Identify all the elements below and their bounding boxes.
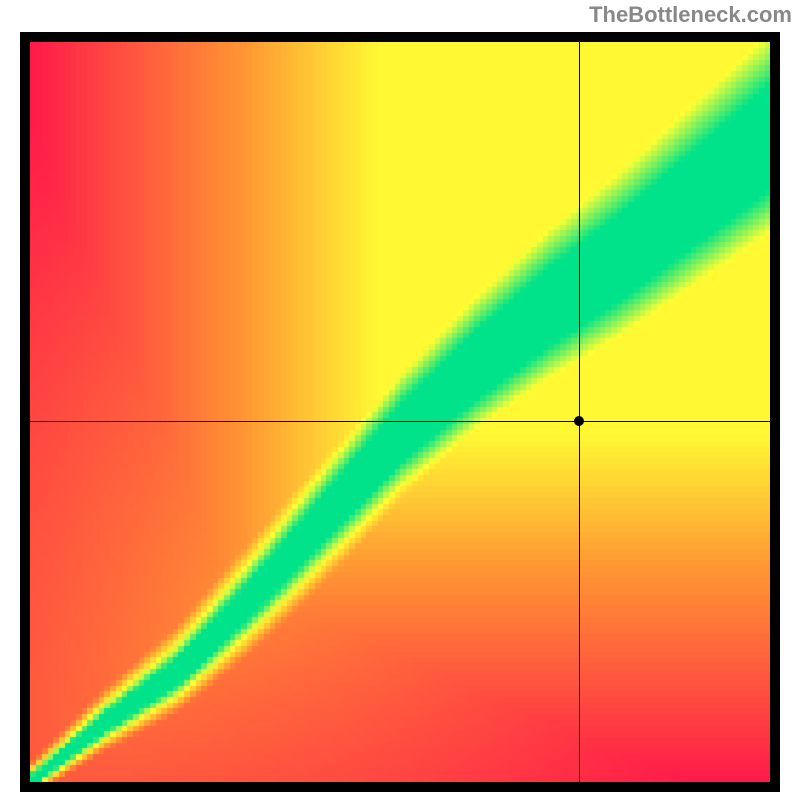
plot-area <box>30 42 770 782</box>
plot-frame <box>20 32 780 792</box>
crosshair-vertical <box>579 42 580 782</box>
chart-root: { "watermark": { "text": "TheBottleneck.… <box>0 0 800 800</box>
heatmap-canvas <box>30 42 770 782</box>
marker-dot <box>574 416 584 426</box>
crosshair-horizontal <box>30 421 770 422</box>
watermark-text: TheBottleneck.com <box>589 2 792 28</box>
